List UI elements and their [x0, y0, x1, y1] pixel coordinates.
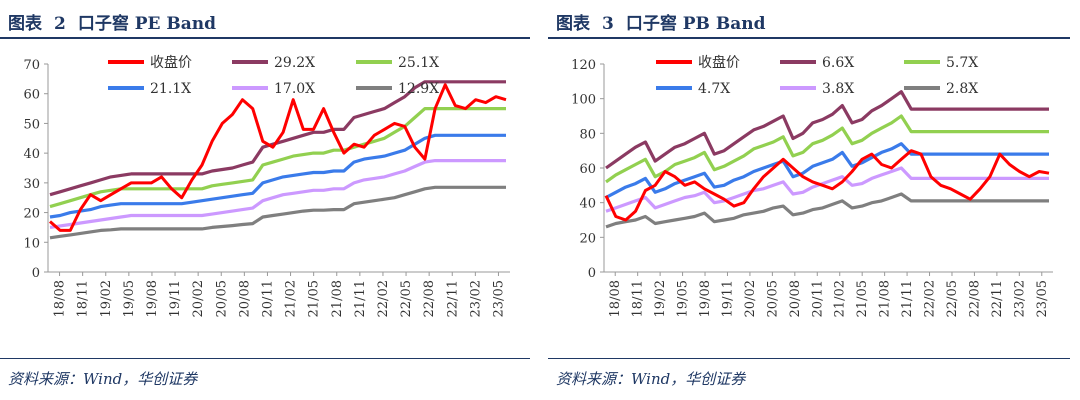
x-tick-label: 19/08 — [145, 280, 160, 317]
y-tick-label: 40 — [579, 197, 596, 212]
figure-label: 图表 — [8, 14, 42, 34]
x-tick-label: 18/11 — [76, 280, 91, 317]
legend-label: 2.8X — [946, 81, 978, 97]
series-line-band-3 — [605, 142, 1049, 199]
series-line-band-4 — [49, 158, 506, 229]
y-tick-label: 20 — [23, 207, 40, 222]
legend-label: 29.2X — [274, 55, 315, 71]
y-tick-label: 60 — [579, 162, 596, 177]
series-line-band-2 — [49, 106, 506, 209]
y-tick-label: 120 — [571, 58, 596, 73]
pb-band-chart: 0 20 40 60 80 100 120 18/08 18/11 19/02 19/05 19/08… — [571, 54, 1053, 317]
y-tick-label: 20 — [579, 231, 596, 246]
legend-label: 12.9X — [398, 81, 439, 97]
legend-label: 25.1X — [398, 55, 439, 71]
x-tick-label: 20/11 — [260, 280, 275, 317]
x-tick-label: 21/11 — [353, 280, 368, 317]
chart-title-text: 口子窖 PB Band — [625, 14, 766, 34]
x-tick-label: 23/05 — [1035, 280, 1050, 317]
x-tick-label: 20/02 — [743, 280, 758, 317]
x-tick-label: 19/11 — [720, 280, 735, 317]
x-tick-label: 23/02 — [468, 280, 483, 317]
x-tick-label: 19/11 — [168, 280, 183, 317]
source-rule — [0, 358, 530, 359]
chart-title-pb: 图表 3 口子窖 PB Band — [556, 9, 777, 34]
x-tick-label: 18/08 — [608, 280, 623, 317]
legend-label: 6.6X — [822, 55, 854, 71]
y-tick-label: 60 — [23, 88, 40, 103]
x-tick-label: 19/05 — [676, 280, 691, 317]
x-tick-label: 23/05 — [491, 280, 506, 317]
x-tick-label: 21/02 — [284, 280, 299, 317]
x-tick-label: 22/02 — [923, 280, 938, 317]
y-tick-label: 80 — [579, 127, 596, 142]
title-rule — [548, 37, 1070, 39]
x-tick-label: 22/05 — [945, 280, 960, 317]
panel-pb-band: 图表 3 口子窖 PB Band 0 20 40 60 80 100 120 18/08 18/11… — [548, 0, 1080, 400]
legend-label: 收盘价 — [150, 54, 192, 71]
y-tick-label: 50 — [23, 117, 40, 132]
chart-title-pe: 图表 2 口子窖 PE Band — [8, 9, 228, 34]
series-line-band-5 — [49, 185, 506, 240]
x-tick-label: 21/08 — [878, 280, 893, 317]
legend-label: 收盘价 — [698, 54, 740, 71]
legend-label: 4.7X — [698, 81, 730, 97]
figure-label: 图表 — [556, 14, 590, 34]
panel-pe-band: 图表 2 口子窖 PE Band 0 10 20 30 40 50 60 70 18/08 18/11… — [0, 9, 530, 388]
title-rule — [0, 37, 530, 39]
legend-label: 17.0X — [274, 81, 315, 97]
x-tick-label: 20/08 — [788, 280, 803, 317]
figure-number: 2 — [54, 14, 66, 34]
x-tick-label: 22/11 — [445, 280, 460, 317]
y-tick-label: 0 — [32, 266, 40, 281]
x-tick-label: 18/08 — [53, 280, 68, 317]
legend-label: 21.1X — [150, 81, 191, 97]
source-note: 资料来源：Wind，华创证券 — [556, 370, 746, 388]
series-line-band-1 — [49, 80, 506, 197]
y-tick-label: 70 — [23, 58, 40, 73]
y-tick-label: 30 — [23, 177, 40, 192]
y-tick-label: 40 — [23, 147, 40, 162]
x-tick-label: 22/08 — [967, 280, 982, 317]
series-line-band-2 — [605, 114, 1049, 184]
x-tick-label: 22/11 — [990, 280, 1005, 317]
legend-label: 3.8X — [822, 81, 854, 97]
x-tick-label: 21/11 — [900, 280, 915, 317]
x-tick-label: 21/05 — [307, 280, 322, 317]
x-tick-label: 21/08 — [330, 280, 345, 317]
source-note: 资料来源：Wind，华创证券 — [8, 370, 198, 388]
legend-label: 5.7X — [946, 55, 978, 71]
x-tick-label: 21/05 — [855, 280, 870, 317]
x-tick-label: 19/08 — [698, 280, 713, 317]
figure-number: 3 — [602, 14, 614, 34]
series-line-band-4 — [605, 166, 1049, 213]
x-tick-label: 19/02 — [99, 280, 114, 317]
pe-band-chart: 0 10 20 30 40 50 60 70 18/08 18/11 19/02 19/05 19/08… — [23, 54, 510, 317]
chart-title-text: 口子窖 PE Band — [77, 14, 217, 34]
y-tick-label: 100 — [571, 93, 596, 108]
x-tick-label: 22/02 — [376, 280, 391, 317]
x-tick-label: 18/11 — [631, 280, 646, 317]
x-tick-label: 20/02 — [191, 280, 206, 317]
x-tick-label: 19/02 — [653, 280, 668, 317]
source-rule — [548, 358, 1070, 359]
x-tick-label: 22/08 — [422, 280, 437, 317]
y-tick-label: 10 — [23, 236, 40, 251]
x-tick-label: 20/08 — [237, 280, 252, 317]
x-tick-label: 23/02 — [1012, 280, 1027, 317]
series-line-band-5 — [605, 192, 1049, 229]
x-tick-label: 21/02 — [833, 280, 848, 317]
x-tick-label: 22/05 — [399, 280, 414, 317]
x-tick-label: 19/05 — [122, 280, 137, 317]
series-line-price — [49, 83, 507, 232]
x-tick-label: 20/05 — [765, 280, 780, 317]
series-line-band-1 — [605, 90, 1049, 170]
y-tick-label: 0 — [588, 266, 596, 281]
series-line-price — [604, 149, 1050, 222]
x-tick-label: 20/05 — [214, 280, 229, 317]
x-tick-label: 20/11 — [810, 280, 825, 317]
